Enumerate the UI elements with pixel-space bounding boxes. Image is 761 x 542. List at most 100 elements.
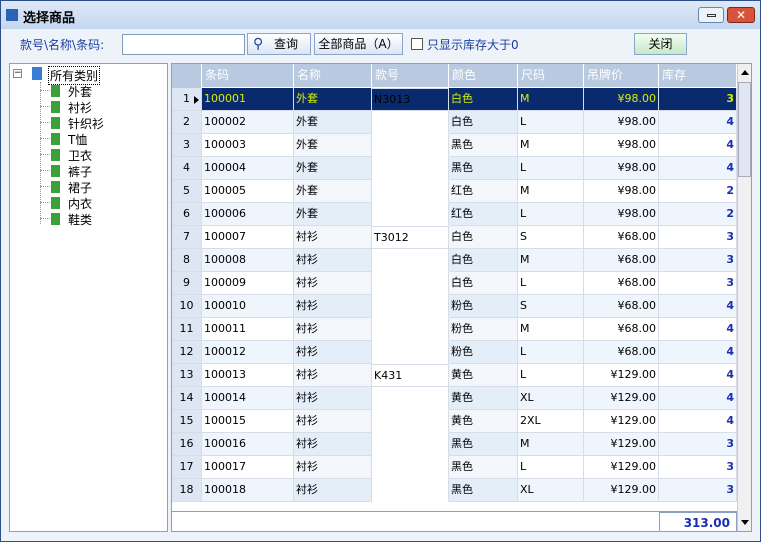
cell[interactable]: 100009 xyxy=(202,272,294,295)
row-number[interactable]: 10 xyxy=(172,295,202,318)
cell[interactable]: 4 xyxy=(659,157,737,180)
cell[interactable] xyxy=(372,295,449,318)
cell[interactable]: 100016 xyxy=(202,433,294,456)
cell[interactable]: 100008 xyxy=(202,249,294,272)
cell[interactable]: 2XL xyxy=(518,410,584,433)
cell[interactable]: ¥98.00 xyxy=(584,111,659,134)
category-item[interactable]: 卫衣 xyxy=(68,149,93,163)
cell[interactable]: 100012 xyxy=(202,341,294,364)
row-number[interactable]: 15 xyxy=(172,410,202,433)
close-window-button[interactable]: ✕ xyxy=(727,7,755,23)
row-number[interactable]: 2 xyxy=(172,111,202,134)
cell[interactable]: 红色 xyxy=(449,203,518,226)
cell[interactable]: XL xyxy=(518,387,584,410)
cell[interactable]: S xyxy=(518,295,584,318)
cell[interactable]: 100010 xyxy=(202,295,294,318)
category-item[interactable]: 外套 xyxy=(68,85,93,99)
cell[interactable]: 100013 xyxy=(202,364,294,387)
cell[interactable]: 100006 xyxy=(202,203,294,226)
cell[interactable]: 黑色 xyxy=(449,157,518,180)
category-item[interactable]: 鞋类 xyxy=(68,213,93,227)
cell[interactable]: ¥68.00 xyxy=(584,318,659,341)
row-number[interactable]: 13 xyxy=(172,364,202,387)
cell[interactable]: M xyxy=(518,318,584,341)
cell[interactable]: 白色 xyxy=(449,272,518,295)
cell[interactable]: 100014 xyxy=(202,387,294,410)
cell[interactable]: 黄色 xyxy=(449,387,518,410)
column-header[interactable]: 款号 xyxy=(372,64,449,87)
cell[interactable]: 黑色 xyxy=(449,456,518,479)
cell[interactable]: ¥129.00 xyxy=(584,387,659,410)
cell[interactable]: L xyxy=(518,456,584,479)
cell[interactable]: XL xyxy=(518,479,584,502)
category-item[interactable]: 内衣 xyxy=(68,197,93,211)
cell[interactable]: ¥98.00 xyxy=(584,180,659,203)
column-header[interactable]: 颜色 xyxy=(449,64,518,87)
cell[interactable]: 粉色 xyxy=(449,318,518,341)
cell[interactable]: 衬衫 xyxy=(294,410,372,433)
cell[interactable]: 衬衫 xyxy=(294,479,372,502)
cell[interactable]: 3 xyxy=(659,479,737,502)
cell[interactable]: 4 xyxy=(659,410,737,433)
scroll-up[interactable] xyxy=(741,70,749,75)
cell[interactable]: 白色 xyxy=(449,226,518,249)
cell[interactable]: 3 xyxy=(659,456,737,479)
close-button[interactable]: 关闭 xyxy=(634,33,687,55)
cell[interactable]: 4 xyxy=(659,134,737,157)
minimize-button[interactable] xyxy=(698,7,724,23)
category-item[interactable]: T恤 xyxy=(68,133,88,147)
cell[interactable]: 外套 xyxy=(294,157,372,180)
cell[interactable]: ¥68.00 xyxy=(584,295,659,318)
cell[interactable]: 黑色 xyxy=(449,134,518,157)
column-header[interactable]: 条码 xyxy=(202,64,294,87)
cell[interactable]: 衬衫 xyxy=(294,456,372,479)
category-item[interactable]: 针织衫 xyxy=(68,117,105,131)
cell[interactable]: 衬衫 xyxy=(294,249,372,272)
cell[interactable]: M xyxy=(518,134,584,157)
row-number[interactable]: 14 xyxy=(172,387,202,410)
row-number[interactable]: 17 xyxy=(172,456,202,479)
scroll-down[interactable] xyxy=(741,520,749,525)
cell[interactable]: 衬衫 xyxy=(294,226,372,249)
cell[interactable]: 100002 xyxy=(202,111,294,134)
cell[interactable]: ¥129.00 xyxy=(584,364,659,387)
cell[interactable]: 外套 xyxy=(294,111,372,134)
cell[interactable] xyxy=(372,134,449,157)
cell[interactable] xyxy=(372,272,449,295)
row-number[interactable]: 6 xyxy=(172,203,202,226)
cell[interactable]: L xyxy=(518,203,584,226)
cell[interactable]: ¥98.00 xyxy=(584,157,659,180)
cell[interactable]: N3013 xyxy=(372,88,449,111)
cell[interactable]: 2 xyxy=(659,203,737,226)
cell[interactable]: ¥129.00 xyxy=(584,410,659,433)
cell[interactable]: ¥68.00 xyxy=(584,341,659,364)
row-number[interactable]: 5 xyxy=(172,180,202,203)
cell[interactable]: 4 xyxy=(659,341,737,364)
cell[interactable]: 黄色 xyxy=(449,364,518,387)
cell[interactable]: 4 xyxy=(659,364,737,387)
cell[interactable]: 100004 xyxy=(202,157,294,180)
search-input[interactable] xyxy=(122,34,245,55)
cell[interactable]: ¥98.00 xyxy=(584,88,659,111)
cell[interactable]: 外套 xyxy=(294,134,372,157)
tree-root[interactable]: 所有类别 xyxy=(48,66,101,85)
cell[interactable]: 衬衫 xyxy=(294,295,372,318)
cell[interactable]: L xyxy=(518,157,584,180)
cell[interactable] xyxy=(372,111,449,134)
cell[interactable]: L xyxy=(518,111,584,134)
scrollbar[interactable] xyxy=(737,64,751,531)
cell[interactable]: 衬衫 xyxy=(294,272,372,295)
cell[interactable]: 100015 xyxy=(202,410,294,433)
cell[interactable]: 衬衫 xyxy=(294,364,372,387)
cell[interactable] xyxy=(372,433,449,456)
cell[interactable] xyxy=(372,318,449,341)
cell[interactable] xyxy=(372,479,449,502)
all-products-button[interactable]: 全部商品（A） xyxy=(314,33,403,55)
row-number[interactable]: 18 xyxy=(172,479,202,502)
cell[interactable]: 100003 xyxy=(202,134,294,157)
cell[interactable]: 2 xyxy=(659,180,737,203)
cell[interactable] xyxy=(372,341,449,364)
cell[interactable]: 3 xyxy=(659,272,737,295)
cell[interactable]: ¥68.00 xyxy=(584,272,659,295)
cell[interactable]: 粉色 xyxy=(449,295,518,318)
